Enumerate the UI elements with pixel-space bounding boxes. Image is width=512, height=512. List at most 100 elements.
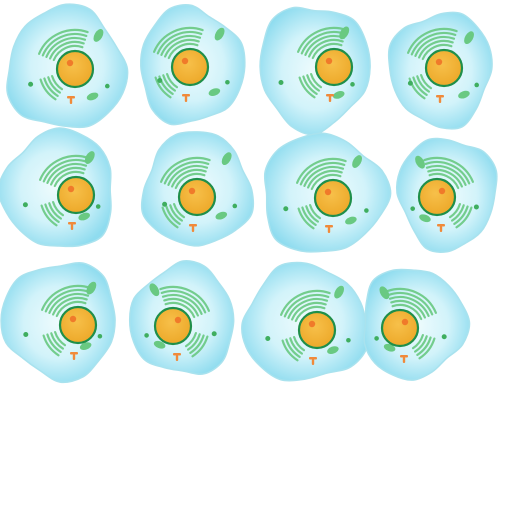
centrosome-icon: [182, 94, 190, 102]
golgi-cisterna: [411, 334, 424, 350]
nucleus-icon: [177, 177, 217, 217]
golgi-cisterna: [298, 76, 316, 99]
cell-9: [0, 261, 116, 384]
nucleus-icon: [417, 177, 457, 217]
vesicle-icon: [162, 201, 168, 207]
golgi-cisterna: [453, 205, 469, 225]
mitochondrion-icon: [327, 346, 339, 354]
vesicle-icon: [346, 337, 351, 343]
nucleolus-icon: [325, 57, 333, 65]
nucleolus-icon: [188, 187, 196, 195]
mitochondrion-icon: [345, 216, 357, 225]
cell-4: [387, 11, 493, 130]
mitochondrion-icon: [214, 27, 225, 41]
golgi-cisterna: [41, 284, 92, 311]
golgi-cisterna: [386, 287, 437, 314]
golgi-cisterna: [46, 333, 62, 353]
mitochondrion-icon: [221, 152, 232, 166]
golgi-cisterna: [451, 204, 465, 222]
golgi-cisterna: [309, 204, 322, 220]
vesicle-icon: [473, 204, 479, 210]
vesicle-icon: [407, 80, 413, 86]
golgi-cisterna: [53, 170, 85, 188]
cell-3: [259, 6, 371, 136]
cell-1: [6, 3, 129, 129]
golgi-apparatus-icon: [296, 157, 347, 230]
golgi-apparatus-icon: [407, 27, 458, 100]
golgi-cisterna: [388, 295, 430, 317]
golgi-cisterna: [173, 203, 186, 219]
centrosome-icon: [325, 225, 333, 233]
centriole-bar: [173, 353, 181, 356]
cell-2: [139, 3, 246, 126]
cytoplasm-membrane: [0, 261, 116, 384]
vesicle-icon: [97, 333, 103, 339]
golgi-cisterna: [184, 332, 197, 348]
mitochondrion-icon: [379, 286, 390, 300]
centriole-bar: [400, 355, 408, 358]
nucleus-icon: [170, 47, 210, 87]
golgi-cisterna: [39, 78, 57, 101]
golgi-cisterna: [408, 77, 426, 100]
golgi-cisterna: [455, 206, 473, 229]
golgi-cisterna: [52, 201, 65, 217]
golgi-cisterna: [280, 289, 331, 316]
golgi-apparatus-icon: [41, 284, 92, 357]
golgi-cisterna: [407, 27, 458, 54]
nucleolus-icon: [67, 185, 75, 193]
vesicle-icon: [374, 336, 379, 341]
mitochondrion-icon: [86, 92, 99, 101]
golgi-cisterna: [421, 43, 453, 61]
nucleus-icon: [56, 175, 96, 215]
golgi-cisterna: [40, 204, 58, 227]
vesicle-icon: [28, 81, 34, 87]
mitochondrion-icon: [86, 281, 97, 295]
vesicle-icon: [441, 334, 447, 340]
mitochondrion-icon: [383, 343, 396, 352]
golgi-cisterna: [156, 30, 203, 55]
vesicle-icon: [225, 79, 230, 85]
vesicle-icon: [211, 331, 217, 337]
golgi-cisterna: [418, 39, 454, 59]
golgi-cisterna: [42, 334, 60, 357]
vesicle-icon: [105, 83, 110, 89]
golgi-cisterna: [390, 299, 426, 319]
mitochondrion-icon: [334, 285, 345, 299]
mitochondrion-icon: [352, 155, 363, 168]
golgi-cisterna: [410, 31, 457, 56]
centrosome-icon: [70, 352, 78, 360]
centriole-bar: [67, 96, 75, 99]
golgi-cisterna: [167, 164, 209, 186]
mitochondrion-icon: [153, 340, 166, 349]
golgi-cisterna: [424, 160, 471, 185]
golgi-cisterna: [160, 156, 211, 183]
cytoplasm-membrane: [0, 127, 112, 248]
golgi-cisterna: [166, 73, 179, 89]
golgi-cisterna: [300, 30, 347, 55]
golgi-cisterna: [285, 338, 301, 358]
golgi-cisterna: [160, 289, 207, 314]
nucleolus-icon: [174, 316, 182, 324]
nucleus-icon: [58, 305, 98, 345]
golgi-cisterna: [55, 300, 87, 318]
golgi-cisterna: [420, 74, 433, 90]
centriole-bar: [326, 94, 334, 97]
centriole-stem: [191, 226, 195, 232]
golgi-cisterna: [423, 156, 474, 183]
golgi-apparatus-icon: [386, 287, 437, 360]
golgi-cisterna: [154, 76, 172, 99]
vesicle-icon: [157, 78, 163, 83]
golgi-cisterna: [45, 36, 87, 58]
mitochondrion-icon: [339, 26, 350, 40]
golgi-cisterna: [301, 206, 317, 226]
golgi-cisterna: [391, 303, 423, 321]
mitochondrion-icon: [464, 31, 474, 45]
nucleus-icon: [313, 178, 353, 218]
mitochondrion-icon: [458, 90, 470, 99]
golgi-cisterna: [305, 205, 319, 223]
golgi-cisterna: [159, 285, 210, 312]
vesicle-icon: [364, 208, 369, 213]
golgi-cisterna: [414, 35, 456, 57]
golgi-cisterna: [169, 204, 183, 222]
mitochondrion-icon: [332, 91, 345, 99]
